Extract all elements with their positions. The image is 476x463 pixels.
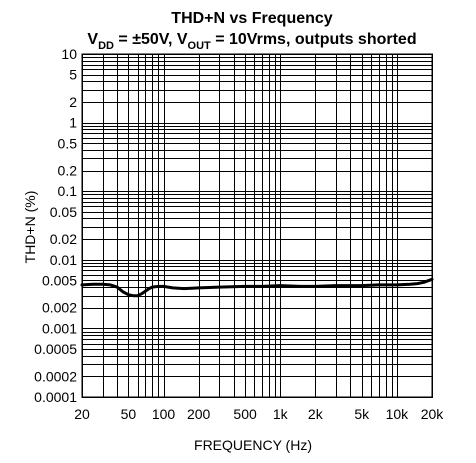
chart-title: THD+N vs Frequency (171, 10, 332, 27)
y-tick-label: 0.001 (42, 320, 77, 336)
y-tick-label: 0.2 (58, 163, 78, 179)
subtitle-out-subscript: OUT (188, 40, 212, 52)
y-tick-label: 1 (69, 115, 77, 131)
y-axis-label: THD+N (%) (22, 191, 38, 264)
x-tick-label: 2k (308, 406, 324, 422)
y-tick-label: 0.02 (50, 231, 77, 247)
x-tick-label: 1k (273, 406, 289, 422)
plot-frame (81, 53, 433, 398)
y-tick-labels: 10 5 2 1 0.5 0.2 0.1 0.05 0.02 0.01 0.005 0.002 0.00… (34, 46, 77, 405)
y-tick-label: 0.0002 (34, 368, 77, 384)
x-tick-label: 20 (74, 406, 90, 422)
x-tick-label: 20k (421, 406, 445, 422)
y-tick-label: 0.0001 (34, 389, 77, 405)
x-tick-label: 100 (152, 406, 176, 422)
subtitle-vdd-value: = ±50V, (114, 31, 177, 48)
x-axis-label: FREQUENCY (Hz) (194, 437, 312, 453)
series-layer (80, 277, 434, 298)
subtitle-v-out-symbol: V (177, 31, 188, 48)
thd-n-curve (80, 277, 434, 298)
x-tick-label: 50 (121, 406, 137, 422)
x-tick-label: 200 (187, 406, 211, 422)
chart-subtitle: VDD = ±50V, VOUT = 10Vrms, outputs short… (87, 31, 416, 52)
y-tick-label: 0.1 (58, 183, 78, 199)
y-tick-label: 10 (61, 46, 77, 62)
subtitle-vout-value: = 10Vrms, outputs shorted (211, 31, 417, 48)
subtitle-v-dd-symbol: V (87, 31, 98, 48)
y-tick-label: 5 (69, 67, 77, 83)
y-tick-label: 0.002 (42, 300, 77, 316)
x-tick-label: 500 (233, 406, 257, 422)
y-tick-label: 0.005 (42, 272, 77, 288)
x-tick-label: 5k (354, 406, 370, 422)
subtitle-dd-subscript: DD (98, 40, 114, 52)
y-tick-label: 0.01 (50, 252, 77, 268)
y-tick-label: 0.0005 (34, 341, 77, 357)
grid (82, 54, 433, 398)
y-tick-label: 2 (69, 94, 77, 110)
x-tick-label: 10k (386, 406, 410, 422)
x-tick-labels: 20 50 100 200 500 1k 2k 5k 10k 20k (74, 406, 444, 422)
y-tick-label: 0.5 (58, 135, 78, 151)
y-tick-label: 0.05 (50, 204, 77, 220)
